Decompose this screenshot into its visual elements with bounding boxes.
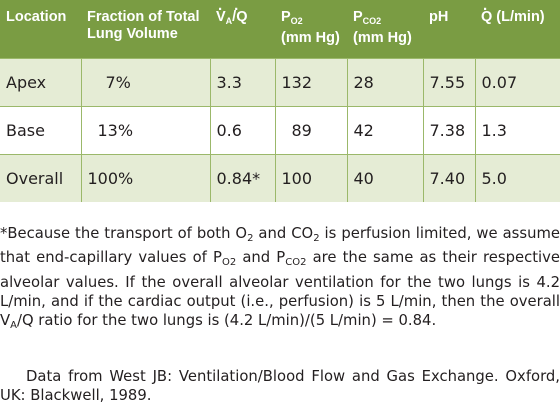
cell-location: Apex (0, 57, 82, 106)
cell-ph: 7.40 (423, 153, 476, 202)
cell-ph: 7.38 (423, 105, 476, 154)
cell-pco2: 28 (347, 57, 424, 106)
data-table: Location Fraction of Total Lung Volume V… (0, 0, 560, 202)
source-citation: Data from West JB: Ventilation/Blood Flo… (0, 368, 560, 405)
header-row: Location Fraction of Total Lung Volume V… (0, 0, 560, 58)
cell-va-q: 0.6 (210, 105, 276, 154)
cell-po2: 100 (275, 153, 348, 202)
cell-fraction: 100% (81, 153, 211, 202)
header-q: Q (L/min) (475, 0, 560, 58)
cell-fraction: 13% (81, 105, 211, 154)
footnote: *Because the transport of both O2 and CO… (0, 225, 560, 332)
header-fraction: Fraction of Total Lung Volume (87, 9, 200, 42)
cell-pco2: 42 (347, 105, 424, 154)
header-location: Location (6, 9, 67, 25)
header-ph: pH (429, 9, 449, 25)
cell-pco2: 40 (347, 153, 424, 202)
cell-location: Overall (0, 153, 82, 202)
cell-q: 0.07 (475, 57, 560, 106)
table-row-apex: Apex 7% 3.3 132 28 7.55 0.07 (0, 57, 560, 106)
cell-q: 1.3 (475, 105, 560, 154)
cell-va-q: 0.84* (210, 153, 276, 202)
cell-ph: 7.55 (423, 57, 476, 106)
table-row-base: Base 13% 0.6 89 42 7.38 1.3 (0, 105, 560, 154)
header-po2: PO2 (mm Hg) (281, 9, 340, 46)
cell-po2: 89 (275, 105, 348, 154)
header-pco2: PCO2 (mm Hg) (353, 9, 412, 46)
cell-po2: 132 (275, 57, 348, 106)
cell-location: Base (0, 105, 82, 154)
cell-q: 5.0 (475, 153, 560, 202)
cell-va-q: 3.3 (210, 57, 276, 106)
header-va-q: VA/Q (210, 0, 275, 58)
table-row-overall: Overall 100% 0.84* 100 40 7.40 5.0 (0, 153, 560, 202)
cell-fraction: 7% (81, 57, 211, 106)
